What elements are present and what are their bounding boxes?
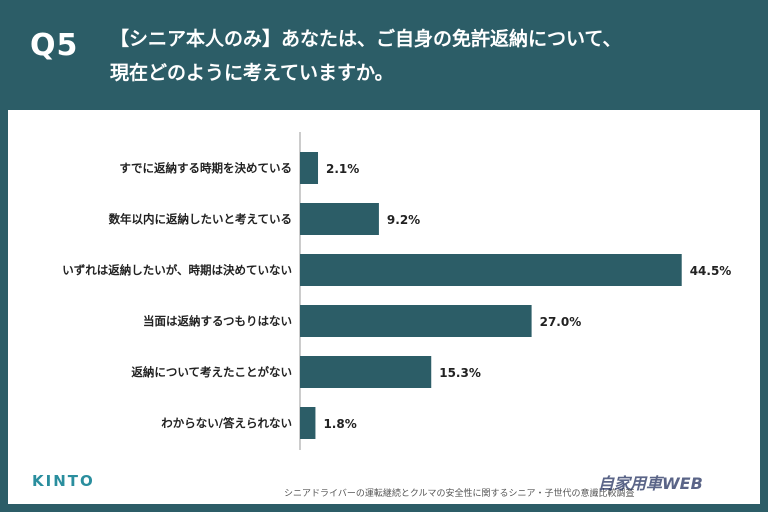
value-label: 1.8%: [323, 417, 356, 431]
value-label: 27.0%: [540, 315, 582, 329]
bar: [300, 203, 379, 235]
value-label: 15.3%: [439, 366, 481, 380]
question-title-line-1: 【シニア本人のみ】あなたは、ご自身の免許返納について、: [110, 28, 622, 50]
bar-chart: すでに返納する時期を決めている 2.1% 数年以内に返納したいと考えている 9.2% い…: [62, 132, 731, 450]
bar: [300, 305, 532, 337]
question-title: 【シニア本人のみ】あなたは、ご自身の免許返納について、 現在どのように考えていま…: [110, 22, 750, 90]
chart-panel: すでに返納する時期を決めている 2.1% 数年以内に返納したいと考えている 9.2% い…: [8, 110, 760, 504]
value-label: 2.1%: [326, 162, 359, 176]
bars-group: すでに返納する時期を決めている 2.1% 数年以内に返納したいと考えている 9.2% い…: [62, 152, 731, 439]
bar: [300, 152, 319, 184]
question-number: Q5: [30, 28, 79, 63]
value-label: 44.5%: [690, 264, 732, 278]
bar: [300, 407, 316, 439]
value-label: 9.2%: [387, 213, 420, 227]
kinto-logo: KINTO: [32, 472, 95, 490]
category-label: すでに返納する時期を決めている: [119, 161, 292, 175]
watermark-logo: 自家用車WEB: [598, 474, 703, 493]
bar: [300, 356, 432, 388]
bar: [300, 254, 682, 286]
category-label: 返納について考えたことがない: [131, 365, 292, 379]
question-header: Q5 【シニア本人のみ】あなたは、ご自身の免許返納について、 現在どのように考え…: [0, 0, 768, 108]
category-label: 当面は返納するつもりはない: [143, 314, 292, 328]
question-title-line-2: 現在どのように考えていますか。: [110, 62, 394, 84]
category-label: 数年以内に返納したいと考えている: [109, 212, 292, 226]
category-label: いずれは返納したいが、時期は決めていない: [62, 263, 292, 277]
category-label: わからない/答えられない: [161, 416, 292, 430]
survey-footnote: シニアドライバーの運転継続とクルマの安全性に関するシニア・子世代の意識比較調査: [284, 489, 635, 499]
